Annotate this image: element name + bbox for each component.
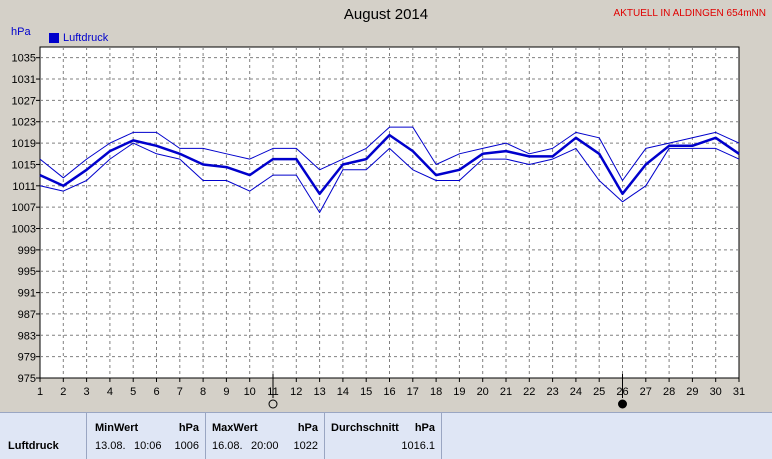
x-tick-label: 4 <box>107 386 113 398</box>
y-tick-label: 991 <box>18 288 36 300</box>
x-tick-label: 29 <box>686 386 698 398</box>
x-tick-label: 28 <box>663 386 675 398</box>
new-moon-icon <box>618 399 627 409</box>
x-tick-label: 21 <box>500 386 512 398</box>
station-label: AKTUELL IN ALDINGEN 654mNN <box>613 8 766 19</box>
y-tick-label: 1027 <box>12 95 36 107</box>
series-min-line <box>39 142 740 213</box>
max-header: MaxWert <box>212 422 258 434</box>
x-tick-label: 13 <box>313 386 325 398</box>
legend-label: Luftdruck <box>63 32 109 44</box>
stats-panel: Luftdruck MinWert hPa 13.08. 10:06 1006 … <box>0 412 772 459</box>
avg-unit: hPa <box>414 422 435 434</box>
x-tick-label: 31 <box>733 386 745 398</box>
min-value: 1006 <box>174 440 199 452</box>
chart-title: August 2014 <box>343 6 429 23</box>
min-header: MinWert <box>95 422 139 434</box>
min-time: 10:06 <box>134 440 162 452</box>
y-unit-label: hPa <box>11 26 31 38</box>
x-tick-label: 14 <box>337 386 349 398</box>
x-tick-label: 1 <box>37 386 43 398</box>
chart-area: August 2014 AKTUELL IN ALDINGEN 654mNN h… <box>11 6 766 409</box>
stats-label-cell <box>0 413 87 459</box>
stats-row-label: Luftdruck <box>8 440 59 452</box>
x-tick-label: 10 <box>244 386 256 398</box>
x-tick-label: 3 <box>84 386 90 398</box>
y-tick-label: 1015 <box>12 159 36 171</box>
x-tick-label: 8 <box>200 386 206 398</box>
y-tick-label: 1019 <box>12 138 36 150</box>
avg-header: Durchschnitt <box>331 422 399 434</box>
min-date: 13.08. <box>95 440 126 452</box>
x-tick-label: 17 <box>407 386 419 398</box>
y-tick-label: 1003 <box>12 224 36 236</box>
avg-cell: Durchschnitt hPa 1016.1 <box>325 413 442 459</box>
x-tick-label: 23 <box>546 386 558 398</box>
x-tick-label: 19 <box>453 386 465 398</box>
x-tick-label: 20 <box>477 386 489 398</box>
full-moon-icon <box>268 399 278 409</box>
x-tick-label: 5 <box>130 386 136 398</box>
y-tick-label: 999 <box>18 245 36 257</box>
y-tick-label: 995 <box>18 266 36 278</box>
x-tick-label: 24 <box>570 386 582 398</box>
x-tick-label: 22 <box>523 386 535 398</box>
x-tick-label: 25 <box>593 386 605 398</box>
legend: Luftdruck <box>49 32 108 44</box>
y-tick-label: 987 <box>18 309 36 321</box>
y-tick-label: 1035 <box>12 53 36 65</box>
legend-swatch <box>49 33 59 43</box>
avg-value: 1016.1 <box>401 440 435 452</box>
max-unit: hPa <box>297 422 318 434</box>
y-tick-label: 979 <box>18 352 36 364</box>
x-tick-label: 30 <box>710 386 722 398</box>
max-value: 1022 <box>293 440 318 452</box>
series-max-line <box>39 126 740 181</box>
y-tick-label: 983 <box>18 330 36 342</box>
x-tick-label: 18 <box>430 386 442 398</box>
pressure-chart: 1 2 3 4 5 6 7 8 9 10 11 12 13 14 15 16 17 18 19 20 21 22 23 24 2… <box>12 46 745 409</box>
max-cell: MaxWert hPa 16.08. 20:00 1022 <box>206 413 325 459</box>
min-unit: hPa <box>178 422 199 434</box>
min-cell: MinWert hPa 13.08. 10:06 1006 <box>87 413 206 459</box>
y-tick-label: 1007 <box>12 202 36 214</box>
y-tick-label: 975 <box>18 373 36 385</box>
max-time: 20:00 <box>251 440 279 452</box>
series-mean-line <box>39 133 740 196</box>
x-tick-label: 15 <box>360 386 372 398</box>
x-tick-label: 7 <box>177 386 183 398</box>
x-tick-label: 9 <box>223 386 229 398</box>
x-tick-label: 12 <box>290 386 302 398</box>
y-tick-label: 1023 <box>12 117 36 129</box>
y-tick-label: 1031 <box>12 74 36 86</box>
x-tick-label: 2 <box>60 386 66 398</box>
max-date: 16.08. <box>212 440 243 452</box>
x-tick-label: 27 <box>640 386 652 398</box>
y-tick-label: 1011 <box>12 181 36 193</box>
x-tick-label: 6 <box>153 386 159 398</box>
x-tick-label: 16 <box>383 386 395 398</box>
